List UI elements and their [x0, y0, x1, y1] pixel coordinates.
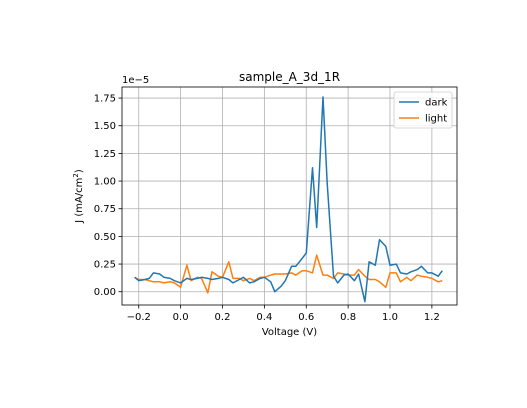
y-offset-text: 1e−5 — [122, 75, 149, 86]
x-tick-label: 0.2 — [215, 312, 231, 323]
x-tick-label: 1.0 — [382, 312, 398, 323]
y-tick-label: 1.75 — [94, 94, 116, 105]
legend-box — [393, 91, 453, 129]
x-tick-label: 0.6 — [298, 312, 314, 323]
x-tick-label: 1.2 — [424, 312, 440, 323]
y-axis-label: J (mA/cm2) — [72, 169, 85, 224]
x-tick-label: −0.2 — [127, 312, 151, 323]
x-axis-label: Voltage (V) — [262, 327, 317, 338]
legend-label-light: light — [425, 114, 447, 125]
y-tick-label: 0.00 — [94, 287, 116, 298]
y-axis-label-superscript: 2 — [72, 173, 80, 177]
y-tick-label: 1.00 — [94, 177, 116, 188]
x-tick-label: 0.8 — [340, 312, 356, 323]
series-line-dark — [134, 96, 443, 303]
y-tick-label: 0.50 — [94, 232, 116, 243]
y-tick-label: 1.25 — [94, 149, 116, 160]
y-tick-label: 0.75 — [94, 204, 116, 215]
series-layer — [134, 96, 443, 303]
x-tick-label: 0.0 — [173, 312, 189, 323]
y-axis-label-end: ) — [74, 169, 85, 173]
chart-title: sample_A_3d_1R — [239, 70, 340, 84]
x-tick-label: 0.4 — [256, 312, 272, 323]
legend: dark light — [393, 91, 453, 129]
y-axis-label-base: J (mA/cm — [74, 178, 85, 224]
ticks: −0.2 0.0 0.2 0.4 0.6 0.8 1.0 1.2 0.00 0.25 0.50 0.7… — [94, 94, 440, 323]
y-tick-label: 1.50 — [94, 121, 116, 132]
legend-label-dark: dark — [425, 98, 448, 109]
plot-frame — [121, 86, 458, 306]
y-tick-label: 0.25 — [94, 260, 116, 271]
